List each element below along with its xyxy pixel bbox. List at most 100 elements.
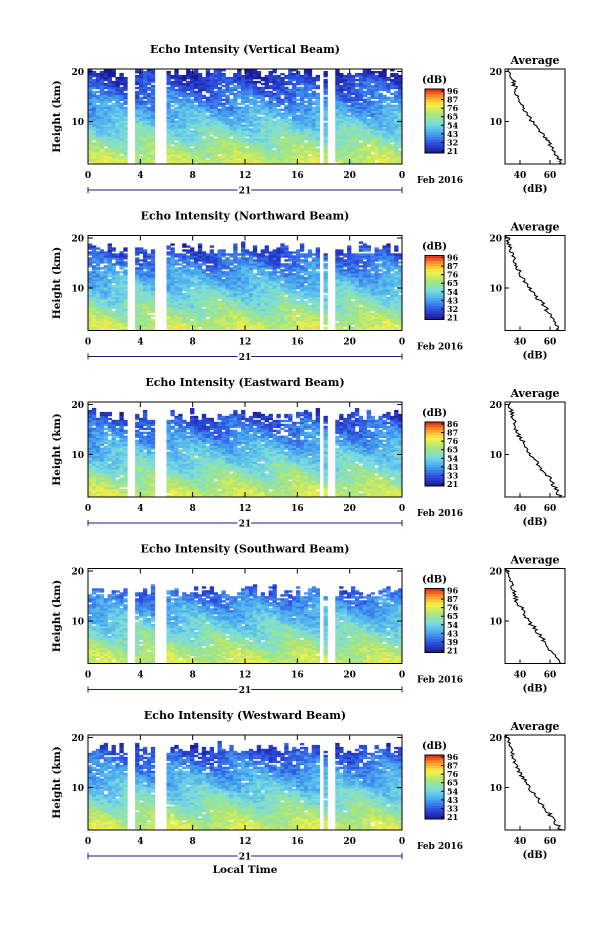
heatmap-cell [252, 300, 258, 304]
heatmap-cell [245, 263, 250, 266]
heatmap-cell [197, 318, 203, 322]
heatmap-cell [233, 283, 238, 286]
heatmap-cell [99, 84, 105, 88]
heatmap-cell [350, 80, 356, 84]
heatmap-cell [221, 318, 226, 322]
heatmap-cell [374, 126, 379, 129]
heatmap-cell [107, 80, 112, 84]
heatmap-cell [174, 286, 179, 290]
heatmap-cell [248, 288, 254, 292]
heatmap-cell [190, 261, 195, 264]
heatmap-cell [358, 78, 364, 82]
heatmap-cell [166, 106, 171, 109]
heatmap-cell [135, 275, 140, 278]
heatmap-cell [374, 116, 379, 119]
heatmap-cell [190, 136, 195, 139]
heatmap-cell [311, 116, 317, 119]
heatmap-cell [339, 88, 344, 92]
heatmap-cell [139, 306, 144, 310]
heatmap-cell [91, 72, 97, 76]
heatmap-cell [150, 106, 156, 109]
heatmap-cell [99, 160, 105, 163]
heatmap-cell [221, 122, 226, 125]
heatmap-cell [245, 318, 250, 322]
heatmap-cell [135, 142, 140, 145]
heatmap-cell [339, 130, 344, 133]
heatmap-cell [241, 253, 246, 256]
heatmap-cell [123, 112, 128, 115]
heatmap-cell [264, 126, 269, 129]
heatmap-cell [241, 259, 246, 262]
heatmap-cell [233, 273, 238, 276]
heatmap-cell [272, 275, 277, 278]
heatmap-cell [268, 302, 273, 306]
heatmap-cell [233, 292, 238, 296]
heatmap-cell [123, 277, 128, 280]
heatmap-cell [315, 152, 320, 155]
heatmap-cell [135, 92, 140, 96]
heatmap-cell [276, 160, 281, 163]
heatmap-cell [272, 84, 277, 88]
heatmap-cell [292, 148, 297, 151]
heatmap-cell [339, 160, 344, 163]
heatmap-cell [260, 76, 266, 80]
heatmap-cell [252, 138, 258, 141]
heatmap-cell [88, 92, 93, 96]
heatmap-cell [190, 251, 195, 254]
heatmap-cell [264, 108, 269, 111]
heatmap-cell [103, 251, 109, 254]
heatmap-cell [166, 286, 171, 290]
heatmap-cell [288, 74, 293, 78]
heatmap-cell [284, 158, 289, 161]
heatmap-cell [119, 253, 124, 256]
heatmap-cell [296, 98, 301, 102]
heatmap-cell [311, 102, 317, 106]
heatmap-cell [390, 112, 395, 115]
heatmap-cell [88, 251, 93, 254]
heatmap-cell [350, 78, 356, 82]
heatmap-cell [248, 302, 254, 306]
heatmap-cell [182, 320, 187, 323]
heatmap-cell [150, 146, 156, 149]
heatmap-cell [190, 82, 195, 86]
heatmap-cell [99, 328, 105, 331]
heatmap-cell [272, 80, 277, 84]
heatmap-cell [135, 96, 140, 100]
heatmap-cell [221, 80, 226, 84]
heatmap-cell [225, 312, 230, 316]
heatmap-cell [378, 88, 383, 92]
heatmap-cell [260, 102, 266, 106]
heatmap-cell [170, 90, 175, 94]
heatmap-cell [99, 112, 105, 115]
heatmap-cell [88, 306, 93, 310]
heatmap-cell [350, 136, 356, 139]
heatmap-cell [139, 86, 144, 90]
heatmap-cell [225, 156, 230, 159]
heatmap-cell [335, 116, 340, 119]
heatmap-cell [201, 322, 207, 325]
heatmap-cell [209, 156, 215, 159]
heatmap-cell [307, 132, 313, 135]
heatmap-cell [107, 288, 112, 292]
heatmap-cell [139, 273, 144, 276]
heatmap-cell [146, 106, 152, 109]
heatmap-cell [225, 108, 230, 111]
heatmap-cell [111, 144, 116, 147]
heatmap-cell [142, 144, 148, 147]
heatmap-cell [142, 277, 148, 280]
heatmap-cell [111, 108, 116, 111]
heatmap-cell [386, 82, 391, 86]
heatmap-cell [213, 324, 218, 327]
heatmap-cell [95, 292, 101, 296]
heatmap-cell [248, 261, 254, 264]
heatmap-cell [398, 134, 403, 137]
heatmap-cell [390, 130, 395, 133]
heatmap-cell [272, 304, 277, 308]
heatmap-cell [233, 84, 238, 88]
heatmap-cell [123, 304, 128, 308]
heatmap-cell [233, 306, 238, 310]
heatmap-cell [139, 142, 144, 145]
heatmap-cell [142, 114, 148, 117]
heatmap-cell [135, 162, 140, 165]
heatmap-cell [111, 267, 116, 270]
